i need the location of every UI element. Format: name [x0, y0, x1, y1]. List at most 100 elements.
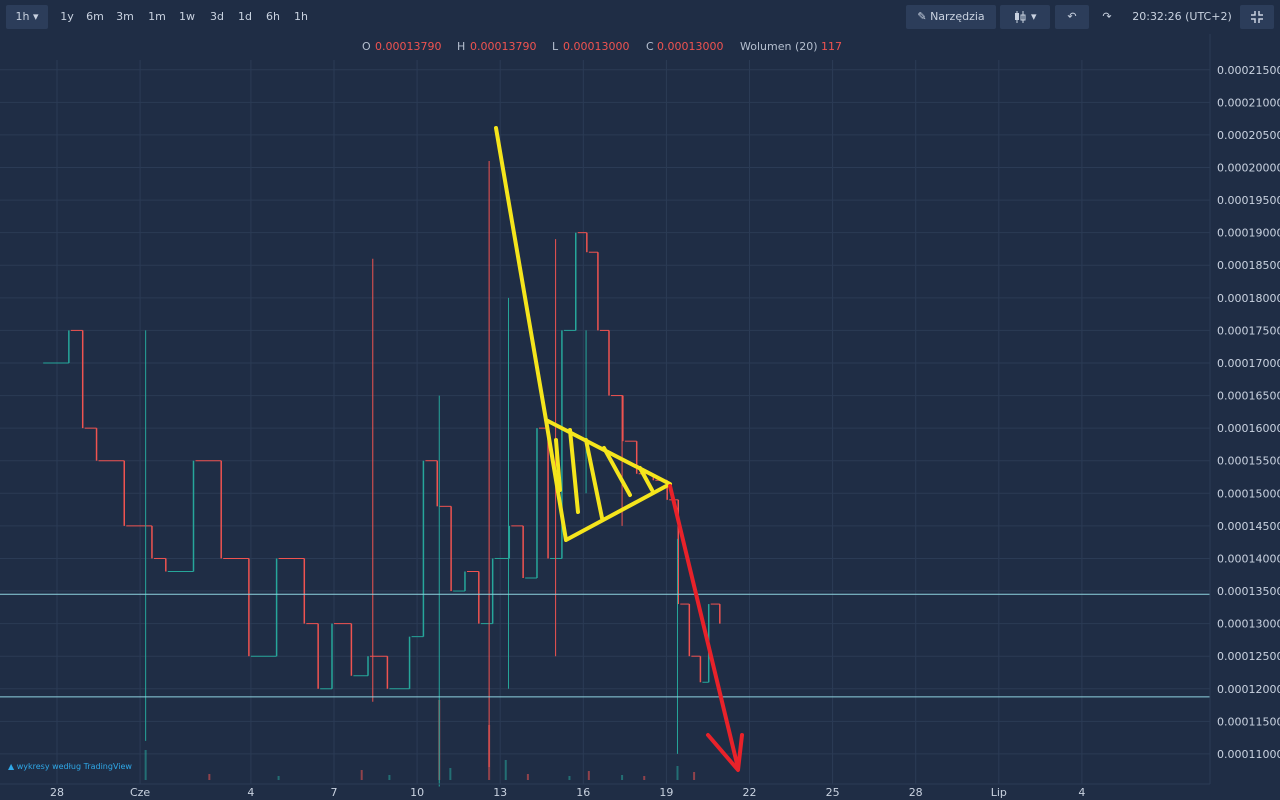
chevron-down-icon: ▾: [32, 10, 39, 23]
price-tick-label: 0.00011500: [1217, 715, 1280, 728]
time-tick-label: 16: [576, 786, 590, 799]
time-tick-label: Cze: [130, 786, 150, 799]
down-arrow-annotation[interactable]: [668, 484, 744, 772]
price-tick-label: 0.00012500: [1217, 650, 1280, 663]
volume-bar: [568, 776, 571, 780]
price-tick-label: 0.00018500: [1217, 259, 1280, 272]
price-axis[interactable]: 0.00021500 0.00021000 0.00020500 0.00020000…: [1209, 34, 1280, 784]
redo-icon: ↷: [1102, 10, 1112, 23]
price-tick-label: 0.00013000: [1217, 618, 1280, 631]
range-button-1w[interactable]: 1w: [179, 10, 195, 23]
close-label: C: [646, 40, 654, 53]
price-tick-label: 0.00017500: [1217, 324, 1280, 337]
volume-bar: [144, 750, 147, 780]
close-value: 0.00013000: [657, 40, 724, 53]
chart-style-button[interactable]: ▾: [1000, 5, 1050, 29]
flag-pattern-annotation[interactable]: [494, 126, 672, 542]
price-tick-label: 0.00021500: [1217, 64, 1280, 77]
ohlc-legend: O 0.00013790 H 0.00013790 L 0.00013000 C…: [0, 38, 1210, 56]
price-tick-label: 0.00019000: [1217, 227, 1280, 240]
time-axis[interactable]: 28 Cze 4 7 10 13 16 19 22 25 28 Lip 4: [0, 783, 1210, 799]
fullscreen-button[interactable]: [1240, 5, 1274, 29]
price-candles: [43, 160, 721, 787]
price-tick-label: 0.00018000: [1217, 292, 1280, 305]
time-tick-label: 28: [909, 786, 923, 799]
high-label: H: [457, 40, 466, 53]
price-tick-label: 0.00015500: [1217, 455, 1280, 468]
top-toolbar: 1h ▾ 1y 6m 3m 1m 1w 3d 1d 6h 1h ✎ Narzędzia ▾ ↶ …: [0, 0, 1280, 34]
redo-button[interactable]: ↷: [1093, 5, 1121, 29]
volume-bar: [693, 772, 696, 780]
range-button-1h[interactable]: 1h: [294, 10, 308, 23]
volume-bar: [587, 771, 590, 780]
candlestick-icon: [1013, 10, 1031, 23]
volume-bar: [277, 776, 280, 780]
time-tick-label: 10: [410, 786, 424, 799]
chart-grid: [0, 60, 1210, 784]
range-button-3d[interactable]: 3d: [210, 10, 224, 23]
time-tick-label: 13: [493, 786, 507, 799]
low-value: 0.00013000: [563, 40, 630, 53]
open-value: 0.00013790: [375, 40, 442, 53]
price-tick-label: 0.00011000: [1217, 748, 1280, 761]
low-label: L: [552, 40, 559, 53]
price-axis-bg: [1210, 34, 1280, 784]
tradingview-logo-icon: ▲: [8, 762, 15, 771]
price-tick-label: 0.00014500: [1217, 520, 1280, 533]
volume-bars: [144, 700, 696, 780]
price-tick-label: 0.00016000: [1217, 422, 1280, 435]
price-tick-label: 0.00015000: [1217, 487, 1280, 500]
pencil-icon: ✎: [917, 10, 927, 23]
time-tick-label: 4: [1078, 786, 1085, 799]
collapse-icon: [1250, 10, 1264, 23]
time-tick-label: 4: [247, 786, 254, 799]
tools-button[interactable]: ✎ Narzędzia: [906, 5, 996, 29]
range-button-6h[interactable]: 6h: [266, 10, 280, 23]
drawing-annotations[interactable]: [494, 126, 744, 772]
interval-select[interactable]: 1h ▾: [6, 5, 48, 29]
range-button-1d[interactable]: 1d: [238, 10, 252, 23]
volume-bar: [621, 775, 624, 780]
price-tick-label: 0.00020000: [1217, 162, 1280, 175]
volume-bar: [360, 770, 363, 780]
time-tick-label: 19: [659, 786, 673, 799]
chevron-down-icon: ▾: [1030, 10, 1037, 23]
range-button-3m[interactable]: 3m: [116, 10, 134, 23]
undo-button[interactable]: ↶: [1055, 5, 1089, 29]
volume-value: 117: [821, 40, 842, 53]
tradingview-watermark[interactable]: ▲ wykresy według TradingView: [8, 762, 132, 771]
open-label: O: [362, 40, 371, 53]
time-tick-label: Lip: [991, 786, 1007, 799]
interval-label: 1h: [15, 10, 30, 23]
price-tick-label: 0.00017000: [1217, 357, 1280, 370]
volume-bar: [388, 775, 391, 780]
price-tick-label: 0.00019500: [1217, 194, 1280, 207]
range-button-6m[interactable]: 6m: [86, 10, 104, 23]
price-tick-label: 0.00013500: [1217, 585, 1280, 598]
range-button-1y[interactable]: 1y: [60, 10, 74, 23]
price-tick-label: 0.00020500: [1217, 129, 1280, 142]
range-button-1m[interactable]: 1m: [148, 10, 166, 23]
volume-label: Wolumen (20): [740, 40, 818, 53]
time-tick-label: 22: [743, 786, 757, 799]
price-tick-label: 0.00012000: [1217, 683, 1280, 696]
time-tick-label: 28: [50, 786, 64, 799]
undo-icon: ↶: [1067, 10, 1077, 23]
time-tick-label: 25: [826, 786, 840, 799]
price-tick-label: 0.00016500: [1217, 390, 1280, 403]
watermark-text: wykresy według TradingView: [16, 762, 132, 771]
clock: 20:32:26 (UTC+2): [1132, 10, 1232, 23]
volume-bar: [676, 766, 679, 780]
tools-label: Narzędzia: [930, 10, 985, 23]
horizontal-lines[interactable]: 0.000134500.00011876: [0, 586, 1280, 705]
time-tick-label: 7: [331, 786, 338, 799]
volume-bar: [208, 774, 211, 780]
volume-bar: [526, 774, 529, 780]
price-tick-label: 0.00014000: [1217, 552, 1280, 565]
price-tick-label: 0.00021000: [1217, 96, 1280, 109]
volume-bar: [504, 760, 507, 780]
high-value: 0.00013790: [470, 40, 537, 53]
volume-bar: [643, 776, 646, 780]
volume-bar: [449, 768, 452, 780]
